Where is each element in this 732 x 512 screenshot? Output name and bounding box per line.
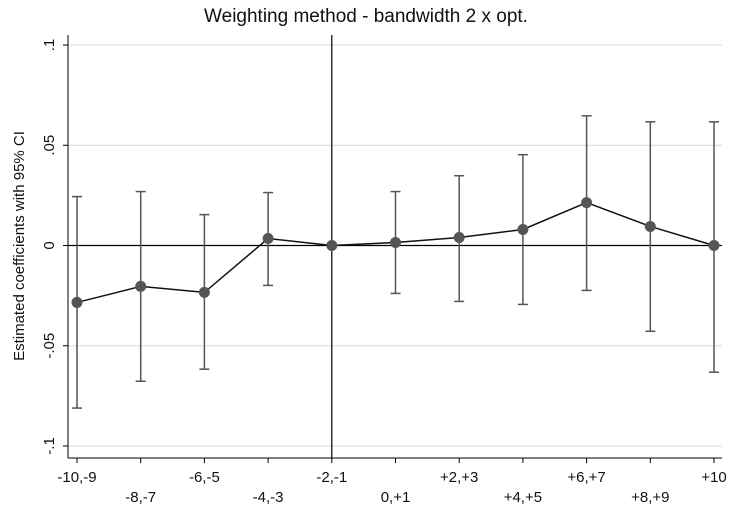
point (453, 231, 465, 243)
point (708, 239, 720, 251)
point (135, 280, 147, 292)
x-tick-label: +10 (701, 469, 726, 486)
y-tick-label: -.1 (41, 437, 58, 455)
x-tick-label: -6,-5 (189, 469, 220, 486)
y-axis-title: Estimated coefficients with 95% CI (11, 131, 28, 361)
chart-title: Weighting method - bandwidth 2 x opt. (204, 6, 528, 27)
y-tick-label: .1 (41, 39, 58, 52)
point (262, 232, 274, 244)
y-tick-label: -.05 (41, 333, 58, 359)
x-tick-label: -4,-3 (253, 489, 284, 506)
x-tick-label: 0,+1 (381, 489, 411, 506)
x-tick-label: -10,-9 (57, 469, 96, 486)
x-tick-label: -2,-1 (316, 469, 347, 486)
y-tick-label: 0 (41, 241, 58, 249)
x-tick-label: +6,+7 (567, 469, 605, 486)
x-tick-label: +2,+3 (440, 469, 478, 486)
point (390, 236, 401, 248)
point (644, 220, 656, 232)
y-tick-label: .05 (41, 135, 58, 156)
point (517, 223, 529, 235)
point (326, 239, 338, 251)
point (198, 286, 210, 298)
point (581, 197, 593, 209)
x-tick-label: +4,+5 (504, 489, 542, 506)
x-tick-label: -8,-7 (125, 489, 156, 506)
point (71, 296, 83, 308)
x-tick-label: +8,+9 (631, 489, 669, 506)
